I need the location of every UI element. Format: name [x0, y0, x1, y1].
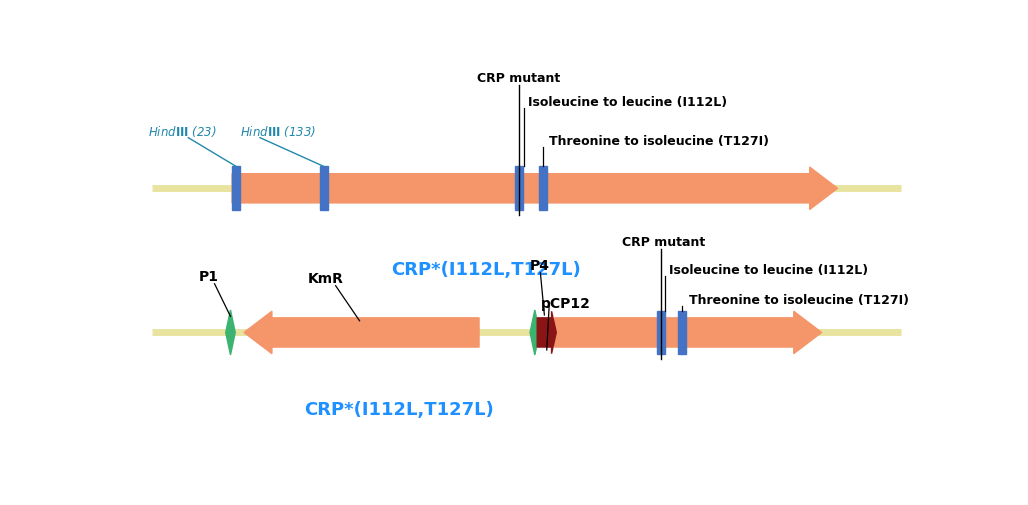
FancyArrow shape — [244, 312, 479, 354]
Text: $\it{Hin}$$\it{d}$$\bf{III}$ (133): $\it{Hin}$$\it{d}$$\bf{III}$ (133) — [241, 123, 317, 138]
Bar — [678, 311, 687, 355]
Bar — [232, 167, 241, 211]
FancyArrow shape — [538, 312, 556, 354]
Text: Threonine to isoleucine (T127I): Threonine to isoleucine (T127I) — [689, 293, 909, 307]
Bar — [515, 167, 523, 211]
Text: CRP mutant: CRP mutant — [622, 235, 705, 248]
Text: P4: P4 — [530, 259, 550, 273]
Text: Isoleucine to leucine (I112L): Isoleucine to leucine (I112L) — [527, 96, 727, 109]
Text: KmR: KmR — [307, 271, 343, 285]
FancyArrow shape — [232, 168, 838, 210]
Bar — [657, 311, 665, 355]
Bar — [320, 167, 328, 211]
Text: pCP12: pCP12 — [541, 296, 590, 310]
Text: CRP mutant: CRP mutant — [477, 72, 560, 85]
Text: CRP*(I112L,T127L): CRP*(I112L,T127L) — [304, 400, 493, 418]
Bar — [539, 167, 547, 211]
Text: Threonine to isoleucine (T127I): Threonine to isoleucine (T127I) — [549, 135, 769, 148]
Text: P1: P1 — [198, 270, 219, 283]
Text: $\it{Hin}$$\it{d}$$\bf{III}$ (23): $\it{Hin}$$\it{d}$$\bf{III}$ (23) — [148, 123, 217, 138]
Polygon shape — [530, 311, 540, 355]
Text: CRP*(I112L,T127L): CRP*(I112L,T127L) — [392, 261, 581, 278]
Text: Isoleucine to leucine (I112L): Isoleucine to leucine (I112L) — [669, 264, 869, 276]
FancyArrow shape — [555, 312, 821, 354]
Polygon shape — [226, 311, 235, 355]
